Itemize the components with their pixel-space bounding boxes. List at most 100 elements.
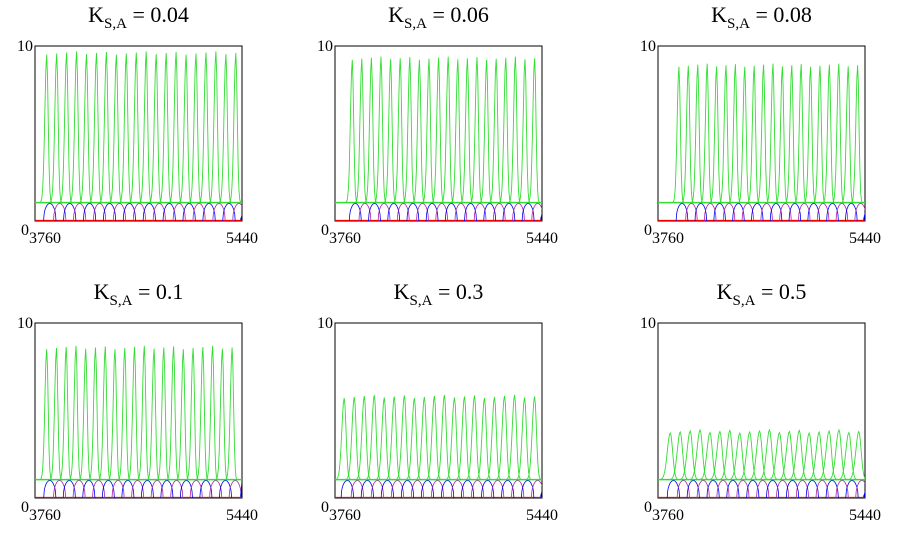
blue-pulse-18 xyxy=(512,203,525,221)
blue-pulse-1 xyxy=(348,203,362,221)
blue-pulse-6 xyxy=(722,203,736,221)
x-tick-label-min: 3760 xyxy=(652,507,684,524)
blue-pulse-4 xyxy=(72,480,86,498)
blue-tail xyxy=(863,211,865,221)
green-pulse-19 xyxy=(833,431,865,481)
blue-pulse-8 xyxy=(741,203,755,221)
blue-pulse-14 xyxy=(473,203,487,221)
blue-pulse-15 xyxy=(805,480,819,498)
blue-pulse-16 xyxy=(189,480,203,498)
blue-pulse-1 xyxy=(43,203,57,221)
blue-pulse-5 xyxy=(83,203,97,221)
blue-pulse-13 xyxy=(160,480,174,498)
blue-pulse-4 xyxy=(73,203,87,221)
blue-pulse-5 xyxy=(713,203,726,221)
blue-pulse-15 xyxy=(182,203,196,221)
blue-pulse-1 xyxy=(675,203,689,221)
green-pulse-19 xyxy=(508,397,541,481)
blue-pulse-11 xyxy=(766,480,780,498)
blue-pulse-15 xyxy=(807,203,820,221)
blue-pulse-15 xyxy=(179,480,193,498)
blue-pulse-17 xyxy=(502,203,516,221)
blue-pulse-4 xyxy=(370,480,384,498)
blue-pulse-20 xyxy=(854,203,865,221)
blue-pulse-13 xyxy=(788,203,802,221)
blue-pulse-16 xyxy=(816,203,830,221)
blue-pulse-9 xyxy=(751,203,764,221)
blue-pulse-3 xyxy=(63,203,77,221)
blue-pulse-13 xyxy=(460,480,475,498)
blue-pulse-1 xyxy=(666,480,680,498)
x-tick-label-min: 3760 xyxy=(652,230,684,247)
panel-title: KS,A = 0.1 xyxy=(94,279,184,309)
panel-6: KS,A = 0.5 10 0 3760 5440 xyxy=(640,279,881,524)
blue-pulse-2 xyxy=(350,480,364,498)
blue-pulse-12 xyxy=(454,203,468,221)
blue-pulse-8 xyxy=(416,203,429,221)
blue-pulse-5 xyxy=(380,480,395,498)
blue-pulse-15 xyxy=(480,480,495,498)
blue-pulse-6 xyxy=(716,480,730,498)
blue-pulse-9 xyxy=(121,480,135,498)
blue-pulse-12 xyxy=(152,203,166,221)
blue-pulse-7 xyxy=(406,203,420,221)
blue-pulse-11 xyxy=(444,203,458,221)
blue-pulse-10 xyxy=(760,203,773,221)
blue-pulse-8 xyxy=(736,480,750,498)
blue-pulse-7 xyxy=(400,480,415,498)
green-pulse-19 xyxy=(210,54,242,204)
blue-pulse-7 xyxy=(732,203,745,221)
y-tick-label-min: 0 xyxy=(644,499,652,516)
blue-pulse-11 xyxy=(142,203,156,221)
blue-pulse-9 xyxy=(420,480,435,498)
blue-pulse-15 xyxy=(483,203,497,221)
blue-pulse-3 xyxy=(62,480,76,498)
blue-pulse-20 xyxy=(855,480,865,498)
blue-pulse-12 xyxy=(150,480,164,498)
blue-pulse-14 xyxy=(172,203,186,221)
blue-pulse-6 xyxy=(92,480,106,498)
panel-title: KS,A = 0.3 xyxy=(394,279,484,309)
blue-pulse-3 xyxy=(360,480,374,498)
blue-pulse-14 xyxy=(795,480,809,498)
panel-1: KS,A = 0.04 10 0 3760 5440 xyxy=(17,2,258,247)
y-tick-label-max: 10 xyxy=(17,315,33,332)
blue-pulse-4 xyxy=(704,203,717,221)
blue-pulse-10 xyxy=(132,203,146,221)
blue-pulse-16 xyxy=(490,480,505,498)
axes-frame xyxy=(657,322,866,499)
y-tick-label-min: 0 xyxy=(321,499,329,516)
blue-pulse-2 xyxy=(53,480,66,498)
blue-pulse-17 xyxy=(826,203,839,221)
blue-pulse-17 xyxy=(501,480,515,498)
blue-tail xyxy=(540,489,542,498)
blue-pulse-18 xyxy=(835,480,849,498)
blue-pulse-5 xyxy=(82,480,96,498)
green-pulse-19 xyxy=(833,66,864,204)
blue-pulse-2 xyxy=(358,203,372,221)
blue-pulse-18 xyxy=(511,480,525,498)
blue-pulse-16 xyxy=(815,480,829,498)
green-pulse-20 xyxy=(519,58,542,204)
blue-pulse-3 xyxy=(368,203,381,221)
blue-pulse-18 xyxy=(835,203,849,221)
green-pulse-20 xyxy=(842,65,865,204)
blue-pulse-7 xyxy=(726,480,740,498)
blue-pulse-14 xyxy=(470,480,485,498)
blue-tail xyxy=(240,214,242,221)
blue-pulse-17 xyxy=(199,480,213,498)
blue-pulse-19 xyxy=(222,203,236,221)
blue-pulse-17 xyxy=(202,203,216,221)
blue-pulse-10 xyxy=(131,480,145,498)
panel-title: KS,A = 0.06 xyxy=(388,2,489,32)
x-tick-label-max: 5440 xyxy=(226,230,258,247)
green-pulse-20 xyxy=(843,430,865,481)
blue-pulse-13 xyxy=(464,203,477,221)
blue-pulse-18 xyxy=(212,203,226,221)
blue-pulse-1 xyxy=(43,480,57,498)
blue-pulse-7 xyxy=(102,203,117,221)
x-tick-label-max: 5440 xyxy=(526,230,558,247)
panel-2: KS,A = 0.06 10 0 3760 5440 xyxy=(317,2,558,247)
blue-pulse-16 xyxy=(492,203,506,221)
